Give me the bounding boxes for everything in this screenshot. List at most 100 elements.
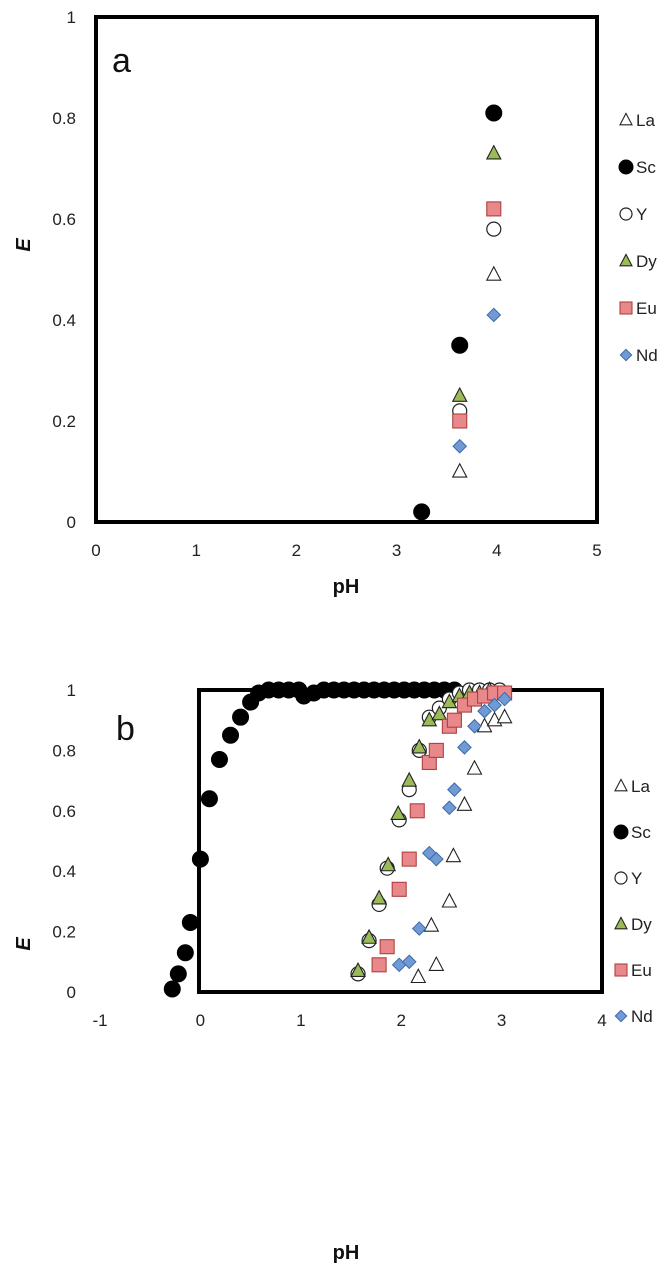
data-point-nd (401, 954, 417, 970)
data-point-nd (428, 851, 444, 867)
panel-a-y-ticks: 0 0.2 0.4 0.6 0.8 1 (52, 8, 76, 532)
data-point-dy (380, 856, 397, 872)
data-point-sc (200, 790, 218, 808)
data-point-sc (176, 944, 194, 962)
data-point-y (486, 221, 502, 237)
panel-b-y-axis-label: E (13, 937, 35, 951)
panel-b-x-axis-label: pH (333, 1242, 360, 1264)
y-tick-label: 0.4 (52, 862, 76, 881)
legend-label-dy: Dy (636, 252, 657, 271)
data-point-eu (401, 851, 417, 867)
panel-a-points (413, 104, 503, 521)
x-tick-label: -1 (92, 1011, 107, 1030)
data-point-la (428, 955, 445, 971)
legend-label-nd: Nd (636, 346, 658, 365)
x-tick-label: 2 (292, 541, 301, 560)
data-point-nd (442, 800, 457, 816)
x-tick-label: 4 (597, 1011, 606, 1030)
data-point-la (423, 916, 440, 932)
x-tick-label: 0 (91, 541, 100, 560)
data-point-sc (169, 965, 187, 983)
data-point-nd (447, 782, 462, 798)
x-tick-label: 3 (497, 1011, 506, 1030)
x-tick-label: 3 (392, 541, 401, 560)
panel-a-chart: a pH E 0 1 2 3 4 5 0 0.2 0.4 0.6 0.8 1 La Sc Y Dy Eu Nd (13, 8, 658, 598)
data-point-la (451, 462, 468, 478)
data-point-la (496, 708, 513, 724)
data-point-dy (401, 771, 418, 787)
data-point-nd (411, 921, 427, 936)
data-point-dy (485, 144, 502, 160)
panel-a-x-ticks: 0 1 2 3 4 5 (91, 541, 601, 560)
x-tick-label: 5 (592, 541, 601, 560)
legend-label-eu: Eu (636, 299, 657, 318)
legend-label-sc: Sc (631, 823, 651, 842)
data-point-sc (210, 750, 228, 768)
legend-label-nd: Nd (631, 1007, 653, 1026)
data-point-nd (497, 691, 512, 707)
y-tick-label: 0 (67, 983, 76, 1002)
data-point-la (485, 265, 502, 281)
data-point-dy (371, 889, 388, 905)
panel-b-legend: La Sc Y Dy Eu Nd (613, 777, 653, 1026)
data-point-eu (409, 803, 425, 819)
y-tick-label: 0.2 (52, 412, 76, 431)
data-point-eu (446, 712, 462, 728)
data-point-sc (451, 336, 469, 354)
y-tick-label: 0.2 (52, 923, 76, 942)
legend-marker-y (614, 871, 628, 885)
data-point-dy (361, 928, 377, 944)
data-point-dy (431, 705, 448, 721)
data-point-sc (232, 708, 250, 726)
data-point-dy (390, 804, 407, 820)
panel-b-chart: b pH E -1 0 1 2 3 4 0 0.2 0.4 0.6 0.8 1 La Sc Y Dy Eu N… (13, 681, 653, 1264)
data-point-eu (428, 742, 444, 758)
y-tick-label: 1 (67, 8, 76, 27)
data-point-la (410, 968, 427, 984)
panel-a-x-axis-label: pH (333, 576, 360, 598)
data-point-la (456, 795, 473, 811)
legend-marker-dy (619, 253, 633, 267)
legend-label-eu: Eu (631, 961, 652, 980)
legend-marker-y (619, 207, 633, 221)
y-tick-label: 1 (67, 681, 76, 700)
data-point-la (441, 892, 458, 908)
data-point-eu (391, 881, 407, 897)
y-tick-label: 0.4 (52, 311, 76, 330)
legend-marker-la (614, 778, 628, 792)
y-tick-label: 0 (67, 513, 76, 532)
data-point-nd (457, 740, 472, 755)
y-tick-label: 0.8 (52, 741, 76, 760)
data-point-eu (486, 201, 502, 217)
data-point-nd (477, 703, 492, 719)
legend-marker-sc (613, 824, 629, 840)
x-tick-label: 2 (396, 1011, 405, 1030)
data-point-nd (486, 307, 502, 323)
panel-a-label: a (112, 42, 131, 80)
y-tick-label: 0.6 (52, 210, 76, 229)
legend-label-la: La (631, 777, 650, 796)
legend-marker-nd (614, 1009, 628, 1023)
data-point-eu (371, 957, 387, 973)
data-point-dy (350, 961, 366, 978)
data-point-sc (181, 914, 199, 932)
x-tick-label: 4 (492, 541, 501, 560)
data-point-dy (451, 386, 468, 402)
x-tick-label: 1 (296, 1011, 305, 1030)
data-point-eu (452, 413, 468, 429)
panel-b-points (163, 681, 513, 998)
panel-a-y-axis-label: E (13, 238, 35, 252)
legend-label-y: Y (636, 205, 647, 224)
panel-b-y-ticks: 0 0.2 0.4 0.6 0.8 1 (52, 681, 76, 1002)
panel-b-x-ticks: -1 0 1 2 3 4 (92, 1011, 606, 1030)
panel-a-legend: La Sc Y Dy Eu Nd (618, 111, 658, 365)
data-point-la (466, 759, 483, 775)
legend-marker-dy (614, 916, 628, 930)
legend-label-sc: Sc (636, 158, 656, 177)
legend-marker-sc (618, 159, 634, 175)
x-tick-label: 1 (191, 541, 200, 560)
data-point-sc (163, 980, 181, 998)
legend-marker-eu (619, 301, 633, 315)
y-tick-label: 0.6 (52, 802, 76, 821)
